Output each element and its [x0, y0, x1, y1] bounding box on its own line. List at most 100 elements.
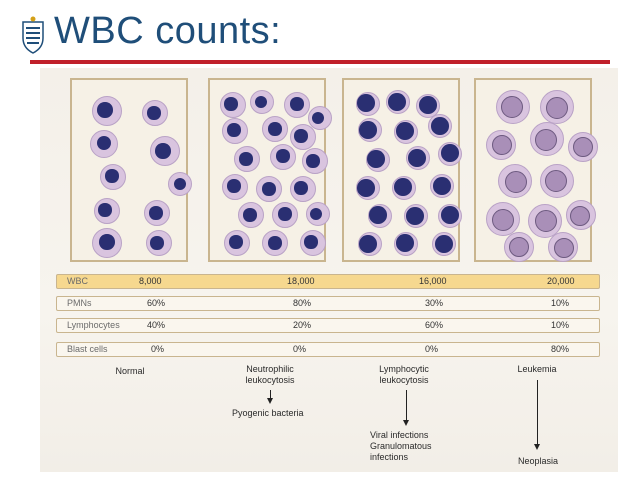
cell-illustration [356, 92, 380, 116]
cell-nucleus [534, 209, 558, 233]
cell-nucleus [276, 149, 290, 163]
cell-illustration [498, 164, 532, 198]
cell-illustration [548, 232, 578, 262]
cell-illustration [220, 92, 246, 118]
cell-nucleus [227, 123, 241, 137]
cell-illustration [308, 106, 332, 130]
caption-text: leukocytosis [379, 375, 429, 385]
cell-illustration [238, 202, 264, 228]
cell-illustration [234, 146, 260, 172]
arrow-head-lymphocytic [403, 420, 409, 426]
cell-illustration [94, 198, 120, 224]
caption-leukemia: Leukemia [502, 364, 572, 375]
cell-value: 0% [151, 344, 165, 354]
panel-leukemia [474, 78, 598, 262]
cell-illustration [290, 124, 316, 150]
cell-nucleus [419, 96, 437, 114]
cell-illustration [432, 232, 456, 256]
cell-illustration [224, 230, 250, 256]
cell-nucleus [254, 95, 268, 109]
arrow-head-leukemia [534, 444, 540, 450]
cell-illustration [540, 164, 574, 198]
cell-value: 10% [551, 320, 570, 330]
cause-text: Viral infections [370, 430, 429, 440]
cell-illustration [496, 90, 530, 124]
caption-text: Lymphocytic [379, 364, 429, 374]
cell-nucleus [500, 95, 524, 119]
university-shield-logo [22, 16, 44, 54]
caption-text: Leukemia [517, 364, 557, 374]
cell-illustration [262, 230, 288, 256]
cell-nucleus [262, 182, 276, 196]
cell-nucleus [155, 143, 171, 159]
cell-illustration [394, 232, 418, 256]
cell-nucleus [396, 122, 414, 140]
cell-nucleus [306, 154, 320, 168]
slide-title: WBC counts: [54, 10, 282, 52]
cell-nucleus [99, 234, 115, 250]
cell-illustration [302, 148, 328, 174]
cell-illustration [406, 146, 430, 170]
cell-nucleus [229, 235, 243, 249]
cell-illustration [358, 118, 382, 142]
cell-value: 20,000 [547, 276, 575, 286]
cause-leukemia: Neoplasia [518, 456, 559, 466]
row-lymphocytes: Lymphocytes 40% 20% 60% 10% [56, 318, 600, 333]
cell-nucleus [227, 179, 241, 193]
cell-nucleus [396, 234, 414, 252]
cell-illustration [250, 90, 274, 114]
cell-illustration [272, 202, 298, 228]
cell-nucleus [508, 236, 530, 258]
cell-nucleus [406, 207, 424, 225]
cell-nucleus [534, 128, 558, 152]
cell-value: 0% [293, 344, 307, 354]
cell-illustration [222, 118, 248, 144]
cell-nucleus [278, 207, 292, 221]
cell-nucleus [268, 236, 282, 250]
panel-normal [70, 78, 192, 262]
cell-illustration [386, 90, 410, 114]
cell-illustration [392, 176, 416, 200]
cell-nucleus [359, 121, 377, 139]
cell-value: 0% [425, 344, 439, 354]
arrow-leukemia [537, 380, 538, 444]
cell-illustration [530, 122, 564, 156]
cell-illustration [368, 204, 392, 228]
cell-nucleus [173, 177, 187, 191]
cell-illustration [146, 230, 172, 256]
caption-text: Neutrophilic [246, 364, 294, 374]
cell-illustration [568, 132, 598, 162]
cell-nucleus [149, 206, 163, 220]
cell-nucleus [408, 149, 426, 167]
cell-illustration [256, 176, 282, 202]
cell-illustration [168, 172, 192, 196]
cause-text: infections [370, 452, 409, 462]
cell-nucleus [239, 152, 253, 166]
row-pmns: PMNs 60% 80% 30% 10% [56, 296, 600, 311]
cell-illustration [92, 228, 122, 258]
cell-nucleus [97, 102, 113, 118]
cell-nucleus [572, 136, 594, 158]
wbc-figure-photo: WBC 8,000 18,000 16,000 20,000 PMNs 60% … [40, 68, 618, 472]
row-label: Blast cells [67, 344, 108, 354]
cell-illustration [270, 144, 296, 170]
cell-value: 60% [425, 320, 444, 330]
cell-nucleus [544, 169, 568, 193]
cell-illustration [222, 174, 248, 200]
cell-illustration [150, 136, 180, 166]
panel-lymphocytic [342, 78, 462, 262]
cell-nucleus [294, 129, 308, 143]
cell-nucleus [147, 106, 161, 120]
cause-text: Granulomatous [370, 441, 432, 451]
cell-illustration [394, 120, 418, 144]
cell-illustration [430, 174, 454, 198]
row-wbc: WBC 8,000 18,000 16,000 20,000 [56, 274, 600, 289]
cause-lymphocytic: Viral infections Granulomatous infection… [370, 430, 432, 463]
cell-nucleus [150, 236, 164, 250]
cell-nucleus [491, 208, 515, 232]
cell-illustration [404, 204, 428, 228]
cell-illustration [428, 114, 452, 138]
cell-nucleus [309, 207, 323, 221]
cell-illustration [290, 176, 316, 202]
arrow-head-neutrophilic [267, 398, 273, 404]
